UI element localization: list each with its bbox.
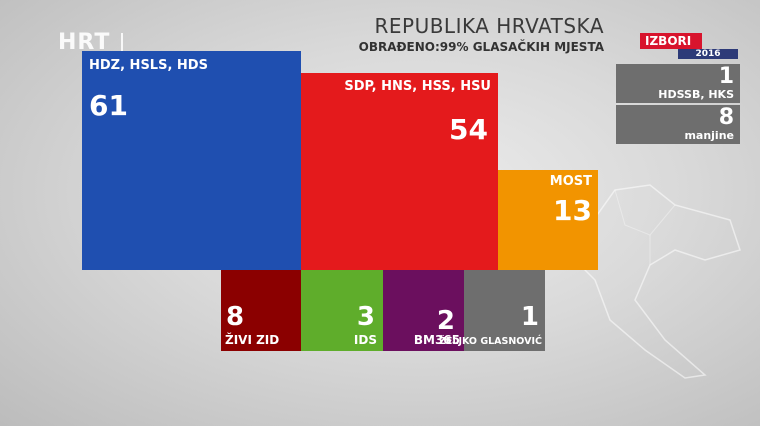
side-seats-count: 1 [718,64,734,89]
treemap-block-hdz: HDZ, HSLS, HDS 61 [82,51,301,270]
treemap-block-zivi-zid: 8 ŽIVI ZID [221,270,301,351]
party-label: SDP, HNS, HSS, HSU [344,79,491,94]
side-seats-box-hdssb: 1 HDSSB, HKS [616,64,740,103]
page-title: REPUBLIKA HRVATSKA [374,14,604,38]
seat-count: 61 [89,89,128,122]
badge-label: IZBORI [640,33,702,49]
seat-count: 8 [226,302,245,332]
seat-count: 13 [553,194,592,227]
logo-divider [121,33,123,53]
party-label: IDS [353,333,377,347]
party-label: BM365 [413,333,460,347]
page-subtitle: OBRAĐENO:99% GLASAČKIH MJESTA [358,40,604,54]
side-seats-box-minorities: 8 manjine [616,105,740,144]
side-seats-count: 8 [718,105,734,130]
croatia-map-outline [574,184,741,379]
side-seats-label: HDSSB, HKS [658,88,734,101]
elections-badge: IZBORI 2016 [640,33,738,59]
seat-count: 54 [449,113,488,146]
seat-count: 1 [520,302,539,332]
treemap-block-ids: 3 IDS [301,270,383,351]
party-label: MOST [549,174,592,189]
party-label: ŽIVI ZID [225,333,280,347]
hrt-logo: HRT [58,30,111,55]
seat-count: 2 [436,306,455,336]
party-label: HDZ, HSLS, HDS [89,58,208,73]
side-seats-label: manjine [684,129,734,142]
treemap-block-bm365: 2 BM365 [383,270,464,351]
treemap-block-glasnovic: 1 ŽELJKO GLASNOVIĆ [439,270,545,351]
treemap-block-sdp: SDP, HNS, HSS, HSU 54 [301,73,498,270]
party-label: ŽELJKO GLASNOVIĆ [439,336,542,347]
treemap-block-most: MOST 13 [498,170,598,270]
seat-count: 3 [356,302,375,332]
badge-year: 2016 [678,49,738,59]
